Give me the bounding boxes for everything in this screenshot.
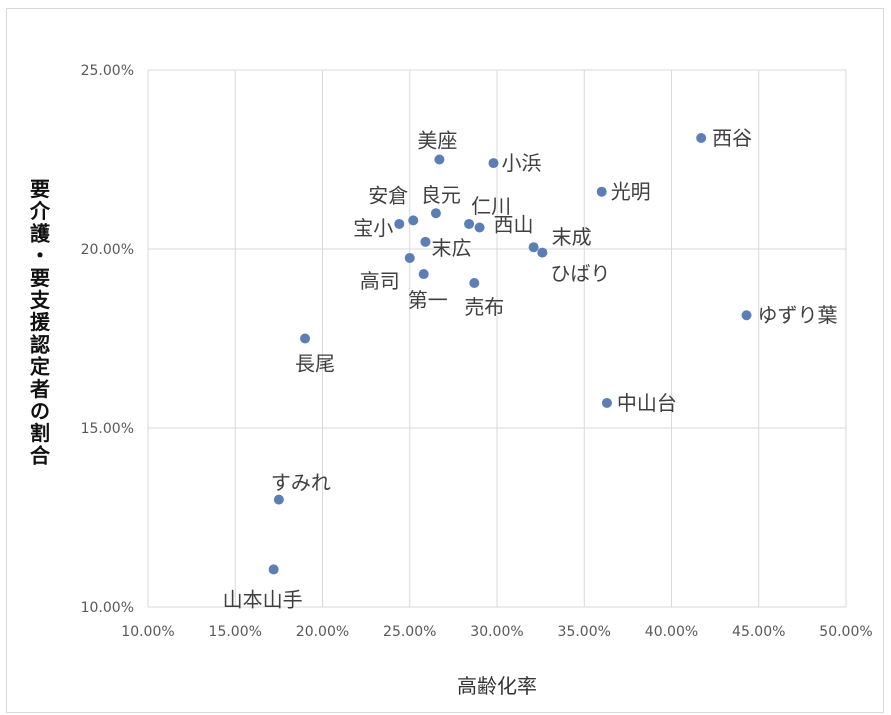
x-tick-label: 10.00% xyxy=(121,624,174,640)
x-tick-label: 40.00% xyxy=(645,624,698,640)
point-label: 高司 xyxy=(360,269,400,293)
y-tick-label: 20.00% xyxy=(81,242,134,258)
x-axis-title: 高齢化率 xyxy=(457,674,537,698)
data-point xyxy=(741,310,752,321)
data-point xyxy=(268,564,279,575)
point-label: 安倉 xyxy=(368,183,408,207)
data-point xyxy=(537,247,548,258)
data-points xyxy=(268,133,752,575)
point-label: 小浜 xyxy=(502,151,542,175)
point-label: 売布 xyxy=(464,295,504,319)
x-tick-label: 25.00% xyxy=(383,624,436,640)
point-label: 末成 xyxy=(552,225,592,249)
data-point xyxy=(430,208,441,219)
data-point xyxy=(464,218,475,229)
point-label: 長尾 xyxy=(295,352,335,376)
data-point xyxy=(273,494,284,505)
data-point xyxy=(418,269,429,280)
data-point xyxy=(404,252,415,263)
y-tick-label: 15.00% xyxy=(81,421,134,437)
data-point xyxy=(434,154,445,165)
point-label: ひばり xyxy=(550,262,610,286)
chart-frame xyxy=(6,8,884,713)
y-axis-title-text: 要介護・要支援認定者の割合 xyxy=(29,177,51,467)
data-point xyxy=(420,236,431,247)
y-tick-label: 10.00% xyxy=(81,600,134,616)
data-point xyxy=(596,186,607,197)
point-label: ゆずり葉 xyxy=(758,303,838,327)
data-point xyxy=(528,242,539,253)
point-label: 宝小 xyxy=(353,216,393,240)
x-tick-label: 35.00% xyxy=(558,624,611,640)
data-point xyxy=(601,397,612,408)
data-point xyxy=(488,158,499,169)
point-label: 良元 xyxy=(421,183,461,207)
data-point xyxy=(408,215,419,226)
point-label: 第一 xyxy=(408,288,448,312)
point-label: 光明 xyxy=(611,180,651,204)
point-label: すみれ xyxy=(271,471,331,495)
x-tick-label: 45.00% xyxy=(732,624,785,640)
point-label: 西谷 xyxy=(712,126,752,150)
y-axis-title: 要介護・要支援認定者の割合 xyxy=(29,177,51,467)
data-point xyxy=(696,133,707,144)
x-tick-label: 15.00% xyxy=(209,624,262,640)
point-label: 西山 xyxy=(494,213,534,237)
x-tick-label: 20.00% xyxy=(296,624,349,640)
data-point xyxy=(300,333,311,344)
data-point xyxy=(474,222,485,233)
tick-labels: 10.00% 15.00% 20.00% 25.00% 30.00% 35.00% 40.0… xyxy=(81,63,873,640)
point-label: 中山台 xyxy=(617,391,677,415)
point-label: 美座 xyxy=(417,129,457,153)
x-tick-label: 50.00% xyxy=(819,624,872,640)
point-label: 末広 xyxy=(431,236,471,260)
point-label: 仁川 xyxy=(471,194,511,218)
gridlines xyxy=(147,69,847,608)
data-point xyxy=(394,218,405,229)
y-tick-label: 25.00% xyxy=(81,63,134,79)
data-point xyxy=(469,278,480,289)
x-tick-label: 30.00% xyxy=(470,624,523,640)
point-label: 山本山手 xyxy=(223,587,303,611)
